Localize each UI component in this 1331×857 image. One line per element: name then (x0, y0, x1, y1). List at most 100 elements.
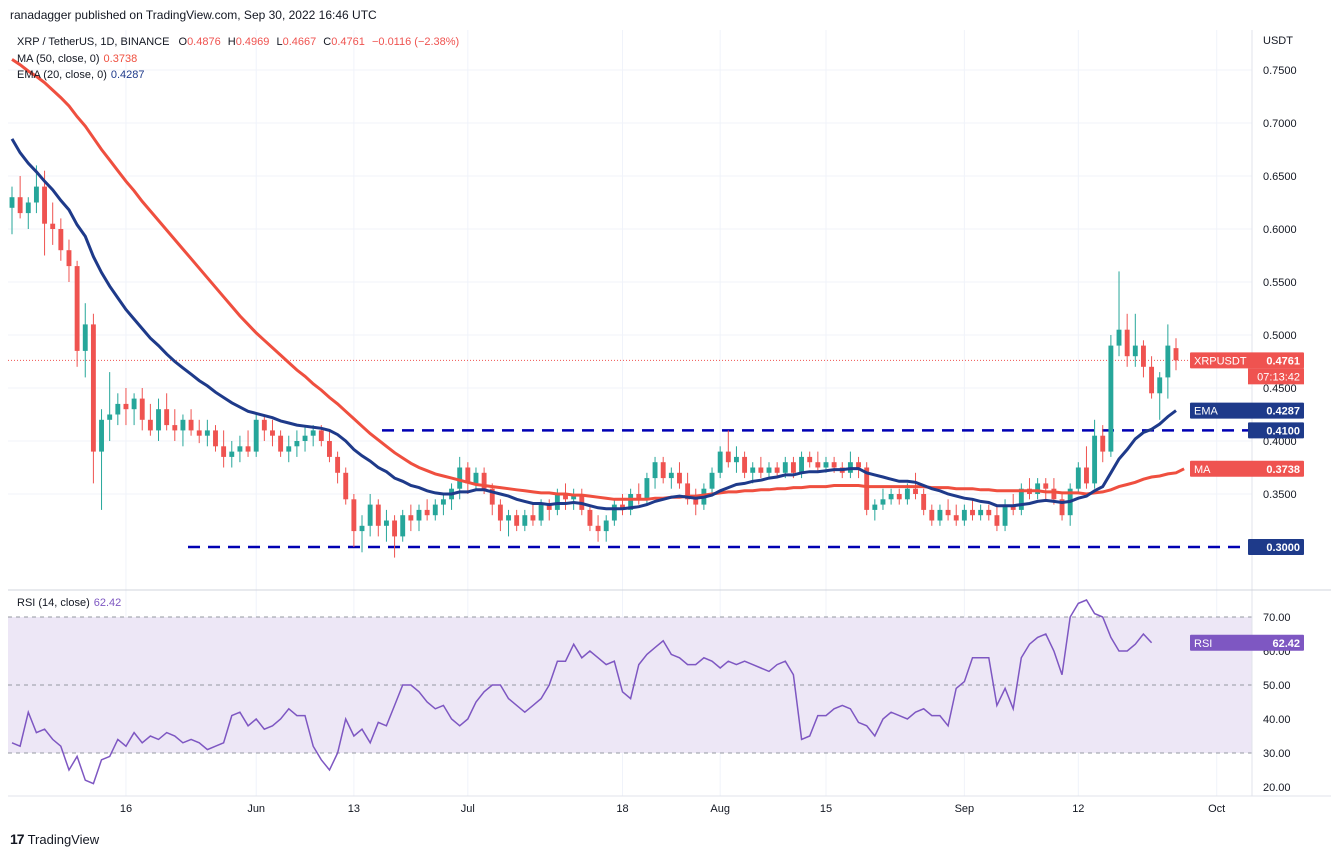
candle-body (831, 462, 837, 468)
publisher-text: ranadagger published on TradingView.com,… (10, 8, 377, 22)
ohlc-high: 0.4969 (235, 36, 270, 48)
candle-body (929, 509, 935, 521)
candle-body (1108, 345, 1114, 452)
candle-body (253, 419, 259, 452)
candle-body (1051, 488, 1057, 500)
candle-body (457, 467, 463, 489)
rsi-tag-bg (1190, 634, 1304, 651)
countdown-value: 07:13:42 (1257, 371, 1300, 383)
candle-body (734, 456, 739, 463)
axes: 0.7500 0.7000 0.6500 0.6000 0.5500 0.5000 0.45… (8, 30, 1331, 815)
time-tick-label: 12 (1072, 803, 1084, 815)
ema-tag-bg (1190, 402, 1304, 419)
candle-body (660, 462, 666, 479)
ema-tag-label: EMA (1194, 406, 1219, 418)
ohlc-low: 0.4667 (282, 36, 317, 48)
ma50-line (11, 58, 1185, 501)
price-chart[interactable]: 0.7500 0.7000 0.6500 0.6000 0.5500 0.5000 0.45… (0, 0, 1331, 826)
horizontal-levels (8, 359, 1252, 549)
candle-body (668, 472, 674, 479)
candle-body (595, 525, 601, 532)
candle-body (408, 515, 414, 521)
ohlc-change: −0.0116 (−2.38%) (371, 36, 460, 48)
candle-body (25, 202, 31, 214)
rsi-legend[interactable]: RSI (14, close) 62.42 (17, 597, 121, 609)
candle-body (1002, 504, 1008, 526)
time-tick-label: Aug (710, 803, 730, 815)
level-lower-tag-bg (1248, 539, 1304, 555)
ohlc-open: 0.4876 (187, 36, 221, 48)
time-tick-label: 16 (120, 803, 132, 815)
candle-body (904, 488, 910, 500)
tradingview-logo[interactable]: 17 TradingView (10, 831, 99, 847)
price-tick-label: 0.7000 (1263, 118, 1297, 130)
ohlc-open-label: O (178, 36, 188, 48)
time-tick-label: 13 (348, 803, 360, 815)
footer: 17 TradingView (0, 826, 1331, 857)
candle-body (237, 446, 243, 452)
candle-body (42, 186, 48, 224)
candle-body (115, 403, 121, 415)
candle-body (367, 504, 373, 526)
rsi-legend-label: RSI (14, close) (17, 597, 90, 609)
candle-body (229, 451, 235, 457)
candle-body (489, 488, 495, 505)
ema-tag: EMA 0.4287 (1190, 402, 1304, 419)
candle-body (514, 515, 520, 526)
candle-body (563, 494, 568, 500)
candle-body (416, 509, 422, 521)
ma-tag-label: MA (1194, 464, 1211, 476)
level-upper-tag-value: 0.4100 (1266, 425, 1300, 437)
candle-body (123, 403, 129, 410)
candle-body (725, 451, 731, 463)
candle-body (693, 499, 699, 505)
candle-body (481, 472, 487, 489)
candle-body (107, 414, 113, 420)
rsi-tick-label: 70.00 (1263, 612, 1291, 624)
candle-body (310, 430, 316, 436)
candle-body (147, 419, 153, 431)
symbol-name[interactable]: XRP / TetherUS, 1D, BINANCE (17, 36, 170, 48)
candle-body (221, 446, 227, 457)
candle-body (970, 509, 975, 516)
candle-body (50, 223, 56, 229)
countdown-bg (1248, 368, 1304, 385)
candle-body (99, 419, 104, 452)
candle-body (522, 515, 528, 526)
ema20-line (10, 138, 1177, 511)
candle-body (644, 478, 650, 500)
candle-body (66, 250, 72, 267)
price-tag-bg (1190, 352, 1304, 369)
level-lower-tag-value: 0.3000 (1266, 542, 1300, 554)
price-axis-unit: USDT (1263, 35, 1293, 47)
rsi-legend-value: 62.42 (93, 597, 122, 609)
ma-legend[interactable]: MA (50, close, 0) 0.3738 (17, 53, 137, 65)
candle-body (465, 467, 471, 484)
candle-body (1018, 488, 1024, 510)
candle-body (872, 504, 878, 510)
candle-body (1010, 504, 1016, 510)
candle-body (571, 494, 577, 500)
candle-body (986, 509, 992, 516)
ma-legend-label: MA (50, close, 0) (17, 53, 100, 65)
candle-body (473, 472, 479, 484)
level-upper-tag-bg (1248, 422, 1304, 439)
tradingview-brand: TradingView (27, 831, 100, 847)
candle-body (1100, 435, 1106, 452)
candle-body (823, 462, 829, 468)
ema-legend[interactable]: EMA (20, close, 0) 0.4287 (17, 69, 145, 81)
candle-body (196, 430, 202, 436)
candle-body (1035, 483, 1041, 494)
candle-body (937, 509, 943, 521)
rsi-tick-label: 50.00 (1263, 680, 1291, 692)
candle-body (1084, 467, 1089, 484)
ohlc-close: 0.4761 (331, 36, 365, 48)
candle-body (1043, 483, 1049, 489)
candle-body (945, 509, 951, 516)
candle-body (1124, 329, 1130, 357)
price-tag-label: XRPUSDT (1194, 355, 1247, 367)
candle-body (815, 462, 821, 468)
candle-body (709, 472, 715, 489)
ma-tag-bg (1190, 460, 1304, 477)
rsi-tag: RSI 62.42 (1190, 634, 1304, 651)
